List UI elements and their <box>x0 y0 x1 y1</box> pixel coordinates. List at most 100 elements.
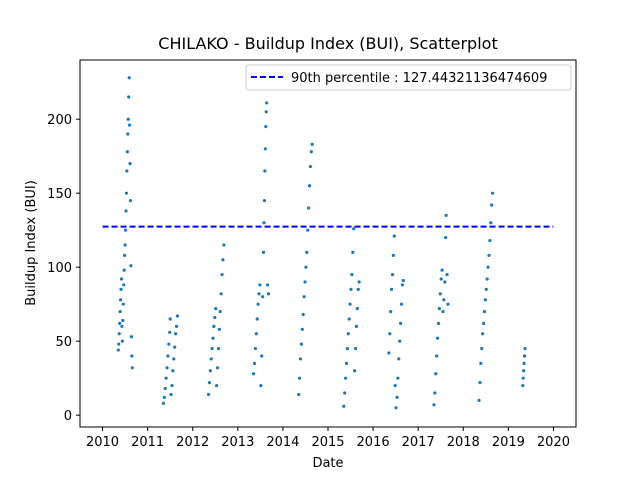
x-tick-label: 2016 <box>357 435 390 450</box>
data-point <box>255 317 259 321</box>
data-point <box>351 250 355 254</box>
data-point <box>432 403 436 407</box>
x-tick-label: 2018 <box>447 435 480 450</box>
data-point <box>435 336 440 340</box>
data-point <box>264 110 268 114</box>
data-point <box>122 268 126 272</box>
data-point <box>169 392 173 397</box>
data-point <box>164 376 168 380</box>
data-point <box>302 295 306 299</box>
y-tick-label: 50 <box>55 335 72 350</box>
data-point <box>345 346 349 351</box>
data-point <box>257 292 261 296</box>
data-point <box>170 383 174 388</box>
data-point <box>175 314 179 318</box>
data-point <box>389 287 394 291</box>
data-point <box>120 324 124 328</box>
data-point <box>488 238 492 243</box>
data-point <box>343 376 348 380</box>
data-point <box>126 117 130 121</box>
data-point <box>357 280 361 284</box>
data-point <box>401 278 405 283</box>
x-tick-label: 2020 <box>537 435 570 450</box>
x-tick-label: 2010 <box>86 435 119 450</box>
data-point <box>490 191 495 195</box>
data-point <box>400 283 404 287</box>
x-tick-label: 2012 <box>176 435 209 450</box>
data-point <box>265 283 270 287</box>
data-point <box>214 307 218 311</box>
data-point <box>484 287 488 291</box>
data-point <box>486 265 490 269</box>
data-point <box>125 150 129 154</box>
data-point <box>266 292 271 296</box>
data-point <box>129 264 133 268</box>
data-point <box>521 376 525 380</box>
data-point <box>165 366 169 370</box>
data-point <box>479 361 483 365</box>
data-point <box>130 354 134 358</box>
data-point <box>342 404 346 408</box>
data-point <box>349 287 353 291</box>
data-point <box>310 142 314 146</box>
data-point <box>490 203 494 207</box>
data-point <box>303 280 307 284</box>
data-point <box>118 298 123 302</box>
data-point <box>130 366 134 370</box>
data-point <box>523 346 527 351</box>
data-point <box>213 315 217 320</box>
data-point <box>254 332 258 336</box>
data-point <box>208 369 212 373</box>
data-point <box>256 302 260 306</box>
data-point <box>298 357 303 361</box>
data-point <box>162 395 166 400</box>
data-point <box>353 369 357 373</box>
y-tick-label: 0 <box>64 409 72 424</box>
data-point <box>443 280 447 284</box>
data-point <box>252 372 256 376</box>
data-point <box>211 336 215 340</box>
data-point <box>399 302 404 306</box>
data-point <box>117 332 121 336</box>
data-point <box>437 307 441 311</box>
data-point <box>121 302 125 306</box>
data-point <box>522 369 526 373</box>
data-point <box>445 272 449 277</box>
data-point <box>217 327 221 331</box>
data-point <box>394 406 398 410</box>
data-point <box>120 339 124 343</box>
x-tick-label: 2019 <box>492 435 525 450</box>
data-point <box>124 209 128 213</box>
data-point <box>304 265 308 269</box>
data-point <box>123 243 127 247</box>
data-point <box>261 295 265 299</box>
y-tick-label: 150 <box>47 187 72 202</box>
data-point <box>353 346 358 351</box>
data-point <box>260 354 264 358</box>
data-point <box>263 169 267 173</box>
data-point <box>161 401 166 405</box>
data-point <box>343 391 347 395</box>
data-point <box>480 346 484 351</box>
data-point <box>392 234 396 238</box>
data-point <box>389 309 393 314</box>
data-point <box>442 298 446 302</box>
data-point <box>168 330 172 334</box>
data-point <box>261 250 266 254</box>
data-point <box>487 253 491 257</box>
legend-threshold-label: 90th percentile : 127.44321136474609 <box>291 71 547 86</box>
data-point <box>218 309 222 314</box>
data-point <box>489 221 493 225</box>
data-point <box>262 221 266 225</box>
data-point <box>258 283 262 287</box>
x-tick-label: 2017 <box>402 435 435 450</box>
data-point <box>119 277 124 281</box>
data-point <box>350 272 354 277</box>
data-point <box>206 392 211 397</box>
data-point <box>252 361 257 365</box>
chart-title: CHILAKO - Buildup Index (BUI), Scatterpl… <box>158 34 497 53</box>
data-point <box>221 258 225 262</box>
data-point <box>356 287 360 291</box>
data-point <box>522 354 527 358</box>
data-point <box>207 381 212 385</box>
